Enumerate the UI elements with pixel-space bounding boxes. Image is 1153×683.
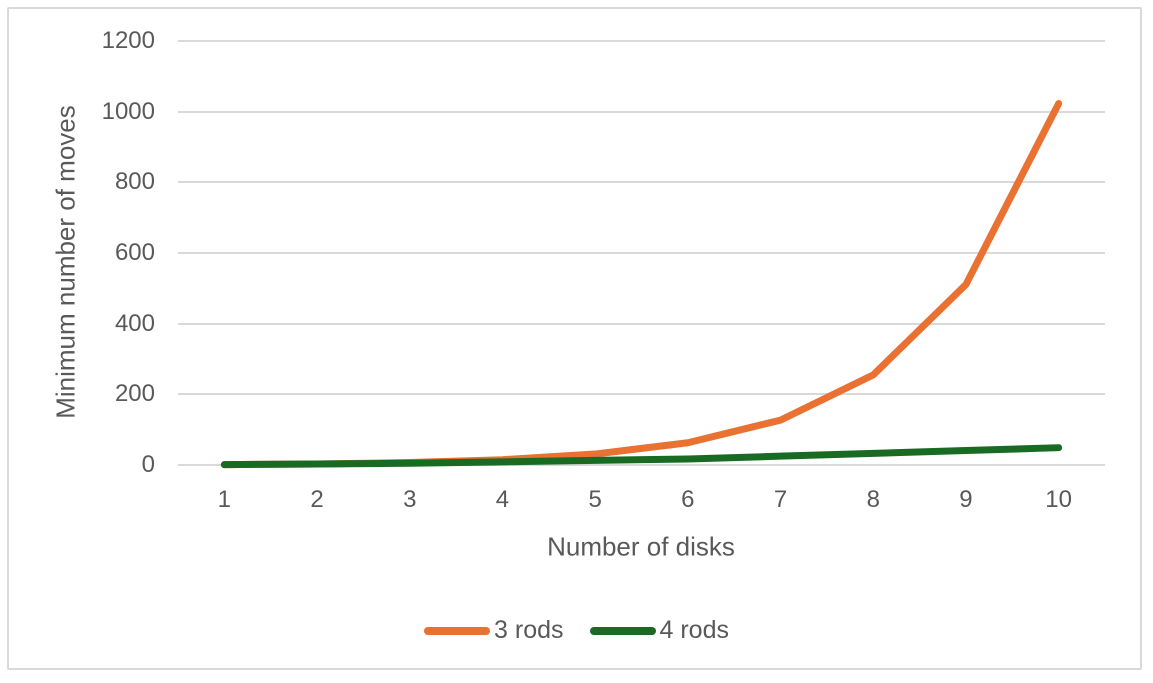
y-tick-label: 0 — [141, 451, 155, 478]
gridline — [178, 252, 1105, 254]
x-tick-label: 5 — [588, 486, 602, 513]
gridline — [178, 393, 1105, 396]
x-tick-label: 3 — [403, 486, 417, 513]
y-tick-label: 800 — [114, 168, 155, 196]
x-axis-title: Number of disks — [547, 531, 735, 562]
y-tick-label: 200 — [114, 380, 155, 408]
y-tick-label: 1000 — [101, 97, 155, 125]
x-tick-label: 2 — [310, 486, 324, 513]
legend-label: 3 rods — [494, 616, 564, 644]
x-tick-label: 8 — [866, 486, 880, 513]
legend-swatch-icon — [424, 626, 491, 635]
legend-item-3-rods[interactable]: 3 rods — [424, 616, 564, 645]
gridline — [178, 322, 1105, 325]
y-axis-title: Minimum number of moves — [50, 105, 81, 419]
legend-label: 4 rods — [659, 616, 729, 644]
legend-item-4-rods[interactable]: 4 rods — [589, 616, 729, 645]
legend: 3 rods 4 rods — [0, 616, 1153, 645]
chart-frame-border — [7, 7, 1142, 670]
gridline — [178, 110, 1105, 113]
gridline — [178, 464, 1105, 466]
y-tick-label: 400 — [114, 309, 155, 337]
legend-swatch-icon — [589, 626, 656, 635]
y-tick-label: 1200 — [101, 27, 155, 54]
x-tick-label: 6 — [681, 486, 695, 513]
series-line-3-rods[interactable] — [220, 100, 1063, 469]
x-tick-label: 1 — [217, 486, 232, 513]
x-tick-label: 4 — [495, 486, 510, 513]
gridline — [178, 181, 1105, 184]
y-tick-label: 600 — [114, 239, 155, 266]
x-tick-label: 7 — [773, 486, 788, 513]
series-line-4-rods[interactable] — [220, 444, 1063, 469]
gridline — [178, 40, 1105, 42]
x-tick-label: 10 — [1045, 486, 1072, 513]
x-tick-label: 9 — [959, 486, 973, 513]
